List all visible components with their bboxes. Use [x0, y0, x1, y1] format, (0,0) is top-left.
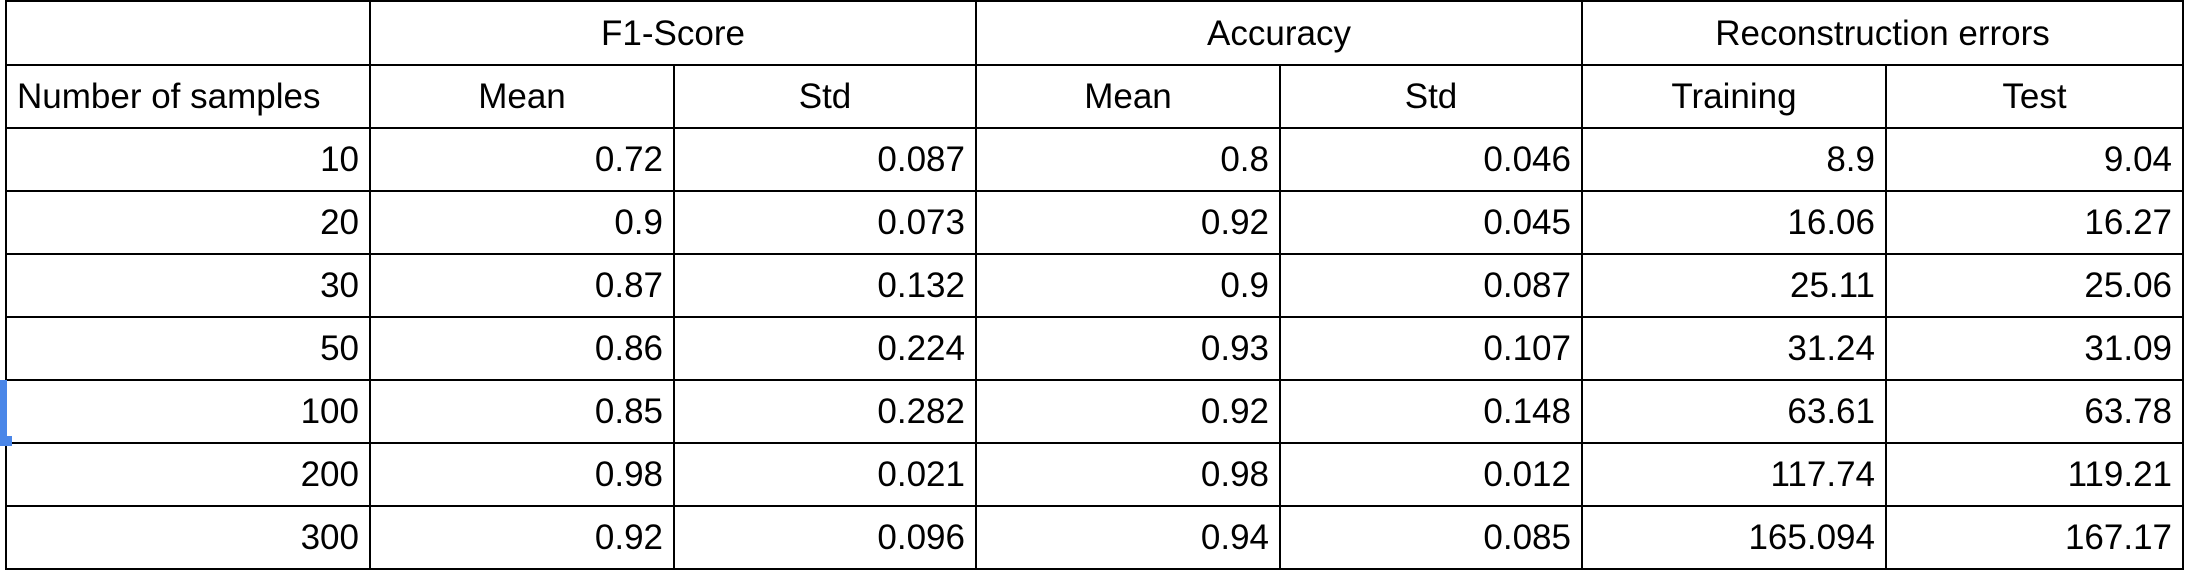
sub-header-test[interactable]: Test — [1884, 64, 2185, 129]
table-cell[interactable]: 0.073 — [673, 190, 977, 255]
table-cell[interactable]: 16.06 — [1581, 190, 1887, 255]
table-cell[interactable]: 119.21 — [1884, 442, 2185, 507]
selection-drag-handle[interactable] — [0, 436, 12, 446]
group-header-reconstruction-errors[interactable]: Reconstruction errors — [1580, 0, 2185, 66]
group-header-accuracy[interactable]: Accuracy — [975, 0, 1583, 66]
table-cell[interactable]: 16.27 — [1884, 190, 2185, 255]
table-cell[interactable]: 0.87 — [369, 253, 675, 318]
table-cell[interactable]: 117.74 — [1581, 442, 1887, 507]
table-cell[interactable]: 0.93 — [975, 316, 1281, 381]
table-cell[interactable]: 20 — [5, 190, 371, 255]
spreadsheet-table-container: F1-Score Accuracy Reconstruction errors … — [5, 0, 2185, 570]
table-cell[interactable]: 167.17 — [1884, 505, 2185, 570]
table-cell[interactable]: 0.98 — [975, 442, 1281, 507]
table-cell[interactable]: 31.24 — [1581, 316, 1887, 381]
table-row: 30 0.87 0.132 0.9 0.087 25.11 25.06 — [5, 253, 2185, 318]
table-cell[interactable]: 0.282 — [673, 379, 977, 444]
selection-handle[interactable] — [0, 380, 7, 443]
table-cell[interactable]: 0.012 — [1279, 442, 1583, 507]
table-cell[interactable]: 0.8 — [975, 127, 1281, 192]
table-cell[interactable]: 31.09 — [1884, 316, 2185, 381]
table-row: 20 0.9 0.073 0.92 0.045 16.06 16.27 — [5, 190, 2185, 255]
table-cell[interactable]: 63.61 — [1581, 379, 1887, 444]
table-cell[interactable]: 0.98 — [369, 442, 675, 507]
table-cell[interactable]: 0.92 — [369, 505, 675, 570]
sub-header-f1-std[interactable]: Std — [673, 64, 977, 129]
group-header-empty[interactable] — [5, 0, 371, 66]
table-cell[interactable]: 165.094 — [1581, 505, 1887, 570]
group-header-f1-score[interactable]: F1-Score — [369, 0, 977, 66]
table-cell[interactable]: 300 — [5, 505, 371, 570]
table-cell[interactable]: 10 — [5, 127, 371, 192]
table-cell[interactable]: 0.94 — [975, 505, 1281, 570]
table-cell[interactable]: 100 — [5, 379, 371, 444]
table-row: 50 0.86 0.224 0.93 0.107 31.24 31.09 — [5, 316, 2185, 381]
sub-header-row: Number of samples Mean Std Mean Std Trai… — [5, 64, 2185, 129]
table-row: 10 0.72 0.087 0.8 0.046 8.9 9.04 — [5, 127, 2185, 192]
table-cell[interactable]: 25.06 — [1884, 253, 2185, 318]
sub-header-training[interactable]: Training — [1581, 64, 1887, 129]
table-cell[interactable]: 200 — [5, 442, 371, 507]
table-cell[interactable]: 0.132 — [673, 253, 977, 318]
table-cell[interactable]: 0.86 — [369, 316, 675, 381]
table-cell[interactable]: 0.224 — [673, 316, 977, 381]
table-cell[interactable]: 0.085 — [1279, 505, 1583, 570]
table-cell[interactable]: 8.9 — [1581, 127, 1887, 192]
table-cell[interactable]: 0.92 — [975, 190, 1281, 255]
table-cell[interactable]: 0.92 — [975, 379, 1281, 444]
table-cell[interactable]: 0.85 — [369, 379, 675, 444]
sub-header-f1-mean[interactable]: Mean — [369, 64, 675, 129]
table-cell[interactable]: 0.9 — [975, 253, 1281, 318]
sub-header-accuracy-mean[interactable]: Mean — [975, 64, 1281, 129]
table-cell[interactable]: 0.046 — [1279, 127, 1583, 192]
table-row: 100 0.85 0.282 0.92 0.148 63.61 63.78 — [5, 379, 2185, 444]
results-table: F1-Score Accuracy Reconstruction errors … — [5, 0, 2185, 570]
table-row: 200 0.98 0.021 0.98 0.012 117.74 119.21 — [5, 442, 2185, 507]
table-cell[interactable]: 0.096 — [673, 505, 977, 570]
sub-header-accuracy-std[interactable]: Std — [1279, 64, 1583, 129]
table-cell[interactable]: 0.087 — [1279, 253, 1583, 318]
table-cell[interactable]: 63.78 — [1884, 379, 2185, 444]
table-cell[interactable]: 0.087 — [673, 127, 977, 192]
table-cell[interactable]: 0.045 — [1279, 190, 1583, 255]
table-cell[interactable]: 30 — [5, 253, 371, 318]
table-cell[interactable]: 25.11 — [1581, 253, 1887, 318]
table-cell[interactable]: 0.107 — [1279, 316, 1583, 381]
table-row: 300 0.92 0.096 0.94 0.085 165.094 167.17 — [5, 505, 2185, 570]
sub-header-number-of-samples[interactable]: Number of samples — [5, 64, 371, 129]
table-cell[interactable]: 0.9 — [369, 190, 675, 255]
table-cell[interactable]: 0.021 — [673, 442, 977, 507]
table-cell[interactable]: 0.72 — [369, 127, 675, 192]
table-cell[interactable]: 50 — [5, 316, 371, 381]
table-cell[interactable]: 0.148 — [1279, 379, 1583, 444]
group-header-row: F1-Score Accuracy Reconstruction errors — [5, 0, 2185, 66]
table-cell[interactable]: 9.04 — [1884, 127, 2185, 192]
